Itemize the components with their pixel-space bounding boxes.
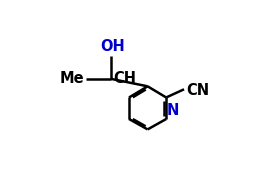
Text: OH: OH: [100, 39, 125, 54]
Text: CH: CH: [114, 71, 136, 86]
Text: Me: Me: [60, 71, 84, 86]
Text: N: N: [167, 102, 179, 118]
Text: CN: CN: [186, 83, 209, 97]
